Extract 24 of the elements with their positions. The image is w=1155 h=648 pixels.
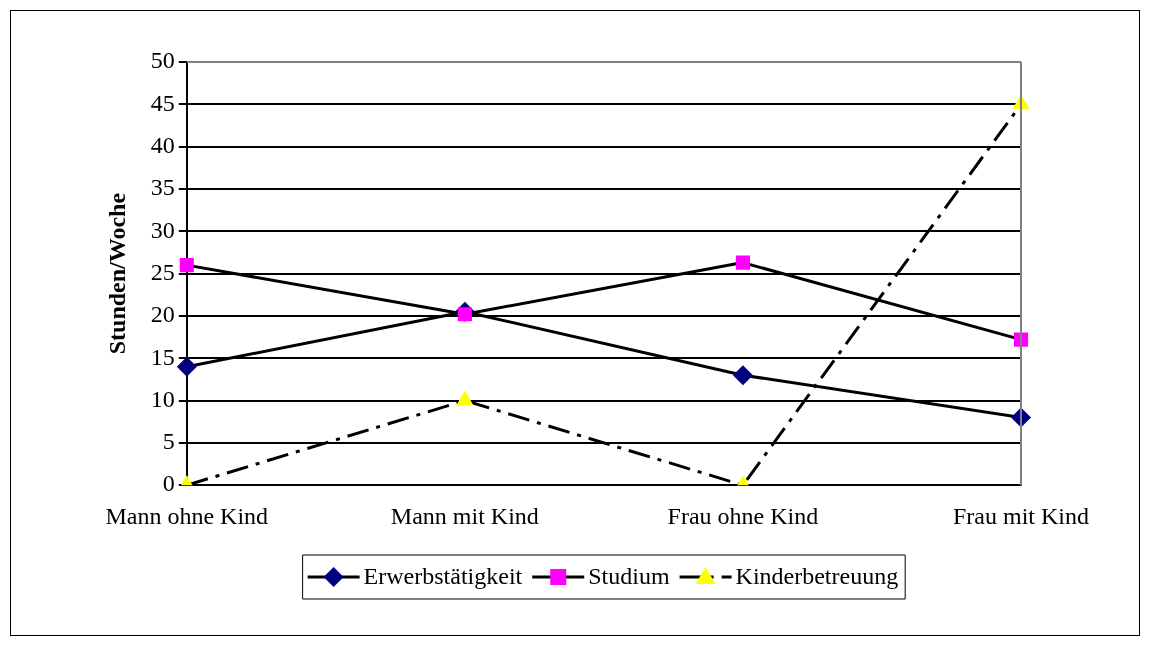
y-tick-label: 20: [150, 301, 175, 328]
y-axis-title: Stunden/Woche: [103, 192, 130, 355]
legend-label: Erwerbstätigkeit: [363, 563, 523, 590]
y-tick-label: 35: [150, 174, 175, 201]
x-tick-label: Mann ohne Kind: [105, 502, 269, 529]
point: [732, 365, 753, 386]
y-tick-label: 5: [162, 428, 175, 455]
y-tick-label: 50: [150, 47, 175, 74]
y-tick-label: 45: [150, 89, 175, 116]
x-tick-label: Frau mit Kind: [953, 502, 1089, 529]
y-tick-label: 15: [150, 343, 175, 370]
y-tick-label: 10: [150, 385, 175, 412]
legend-label: Kinderbetreuung: [735, 563, 899, 590]
x-tick-label: Mann mit Kind: [390, 502, 539, 529]
y-tick-label: 25: [150, 258, 175, 285]
y-tick-label: 40: [150, 131, 175, 158]
point: [456, 390, 474, 406]
y-tick-label: 30: [150, 216, 175, 243]
point: [735, 255, 750, 270]
point: [176, 356, 197, 377]
x-tick-label: Frau ohne Kind: [667, 502, 819, 529]
point: [179, 258, 194, 273]
legend-label: Studium: [588, 563, 670, 590]
y-tick-label: 0: [162, 470, 175, 497]
